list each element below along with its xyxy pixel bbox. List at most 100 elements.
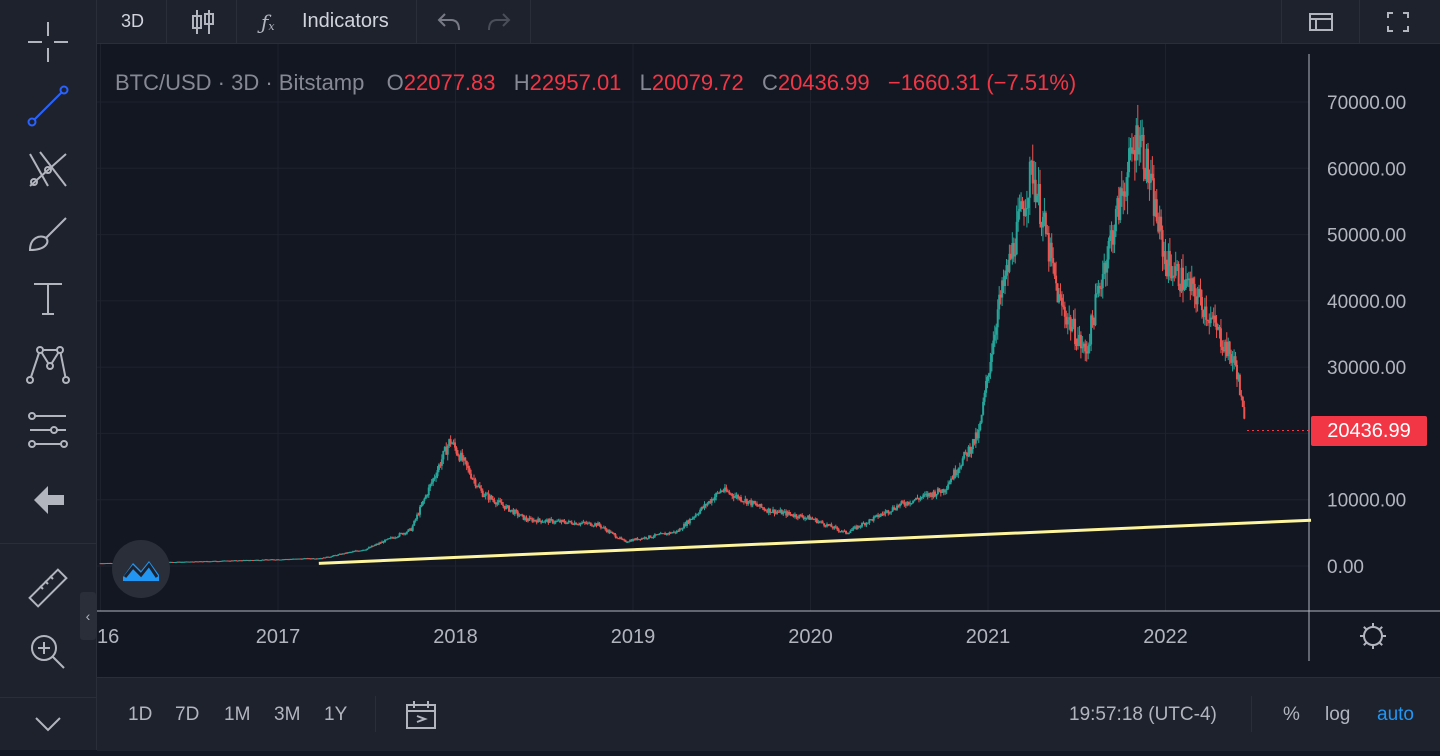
interval-button[interactable]: 3D bbox=[121, 11, 145, 31]
candle-body bbox=[421, 500, 424, 505]
chart-pane[interactable]: 70000.00 60000.00 50000.00 40000.00 30000.00… bbox=[97, 44, 1440, 676]
candle-body bbox=[206, 561, 208, 563]
candle-body bbox=[170, 561, 173, 563]
price-chart[interactable]: 70000.00 60000.00 50000.00 40000.00 30000.00… bbox=[97, 44, 1440, 676]
candle-body bbox=[299, 558, 302, 560]
candle-body bbox=[458, 455, 461, 461]
redo-icon[interactable] bbox=[487, 0, 511, 43]
candle-body bbox=[985, 381, 988, 393]
candle-body bbox=[656, 534, 659, 536]
pattern-icon[interactable] bbox=[0, 330, 96, 394]
range-1y-button[interactable]: 1Y bbox=[324, 703, 348, 725]
candle-body bbox=[419, 506, 421, 515]
candle-body bbox=[172, 562, 175, 564]
candle-body bbox=[1111, 230, 1114, 245]
candle-body bbox=[588, 522, 591, 524]
candles-icon[interactable] bbox=[191, 0, 215, 43]
candle-body bbox=[783, 511, 786, 513]
candle-body bbox=[1170, 265, 1173, 279]
crosshair-icon[interactable] bbox=[0, 10, 96, 74]
candle-body bbox=[732, 496, 735, 498]
candle-body bbox=[1123, 191, 1126, 197]
candle-body bbox=[189, 561, 192, 563]
price-tick-label: 0.00 bbox=[1327, 557, 1364, 578]
candle-body bbox=[1224, 341, 1227, 352]
text-icon[interactable] bbox=[0, 266, 96, 330]
candle-body bbox=[426, 495, 429, 497]
candle-body bbox=[312, 558, 315, 560]
price-tick-label: 50000.00 bbox=[1327, 226, 1406, 247]
brush-icon[interactable] bbox=[0, 202, 96, 266]
candle-body bbox=[804, 518, 807, 520]
prediction-icon[interactable] bbox=[0, 398, 96, 462]
fib-icon[interactable] bbox=[0, 138, 96, 202]
chevron-down-icon[interactable] bbox=[0, 692, 96, 756]
candle-body bbox=[589, 522, 592, 526]
candle-body bbox=[712, 499, 715, 501]
candle-body bbox=[544, 520, 547, 522]
candle-body bbox=[524, 517, 527, 520]
candle-body bbox=[671, 532, 674, 534]
last-price-tag: 20436.99 bbox=[1311, 416, 1427, 446]
range-1m-button[interactable]: 1M bbox=[224, 703, 251, 725]
range-1d-button[interactable]: 1D bbox=[128, 703, 153, 725]
candle-body bbox=[397, 536, 400, 538]
candle-body bbox=[812, 519, 815, 521]
layout-icon[interactable] bbox=[1309, 0, 1333, 43]
candle-body bbox=[792, 515, 795, 517]
sidebar-divider bbox=[0, 697, 96, 698]
candle-body bbox=[1230, 354, 1233, 363]
candle-body bbox=[216, 561, 219, 563]
candle-body bbox=[302, 558, 305, 560]
candle-body bbox=[487, 493, 490, 500]
candle-body bbox=[108, 562, 111, 564]
candle-body bbox=[1203, 306, 1206, 317]
candle-body bbox=[273, 559, 276, 561]
candle-body bbox=[331, 555, 334, 557]
undo-icon[interactable] bbox=[437, 0, 461, 43]
candle-body bbox=[456, 453, 459, 456]
candle-body bbox=[1005, 265, 1008, 276]
candle-body bbox=[490, 495, 493, 499]
go-to-date-icon[interactable] bbox=[405, 678, 437, 751]
ruler-icon[interactable] bbox=[0, 556, 96, 620]
price-tick-label: 70000.00 bbox=[1327, 93, 1406, 114]
candle-body bbox=[579, 523, 582, 525]
candle-body bbox=[332, 555, 335, 557]
candle-body bbox=[782, 511, 785, 515]
zoom-icon[interactable] bbox=[0, 620, 96, 684]
candle-body bbox=[982, 401, 985, 415]
tradingview-logo[interactable] bbox=[112, 540, 170, 598]
candle-body bbox=[933, 491, 936, 497]
price-tick-label: 30000.00 bbox=[1327, 358, 1406, 379]
fullscreen-icon[interactable] bbox=[1386, 0, 1410, 43]
candle-body bbox=[1021, 201, 1024, 209]
indicators-button[interactable]: Indicators bbox=[302, 10, 389, 32]
symbol-label[interactable]: BTC/USD · 3D · Bitstamp bbox=[115, 70, 365, 95]
candle-body bbox=[284, 559, 287, 561]
back-arrow-icon[interactable] bbox=[0, 468, 96, 532]
candle-body bbox=[697, 513, 700, 515]
trendline-icon[interactable] bbox=[0, 74, 96, 138]
candle-body bbox=[954, 469, 957, 476]
candle-body bbox=[1145, 148, 1148, 179]
candle-body bbox=[691, 517, 694, 520]
candle-body bbox=[881, 513, 884, 515]
collapse-sidebar-button[interactable]: ‹ bbox=[80, 592, 96, 640]
candle-body bbox=[227, 560, 230, 562]
range-3m-button[interactable]: 3M bbox=[274, 703, 301, 725]
percent-toggle[interactable]: % bbox=[1283, 703, 1300, 725]
candle-body bbox=[268, 559, 271, 561]
candle-body bbox=[236, 560, 239, 562]
auto-toggle[interactable]: auto bbox=[1377, 703, 1414, 725]
range-7d-button[interactable]: 7D bbox=[175, 703, 200, 725]
log-toggle[interactable]: log bbox=[1325, 703, 1351, 725]
candle-body bbox=[1017, 211, 1020, 222]
candle-body bbox=[506, 505, 509, 507]
low-label: L bbox=[639, 70, 652, 95]
candle-body bbox=[416, 514, 419, 520]
candle-body bbox=[1157, 221, 1160, 232]
clock-label[interactable]: 19:57:18 (UTC-4) bbox=[1069, 703, 1217, 725]
candle-body bbox=[564, 522, 567, 524]
